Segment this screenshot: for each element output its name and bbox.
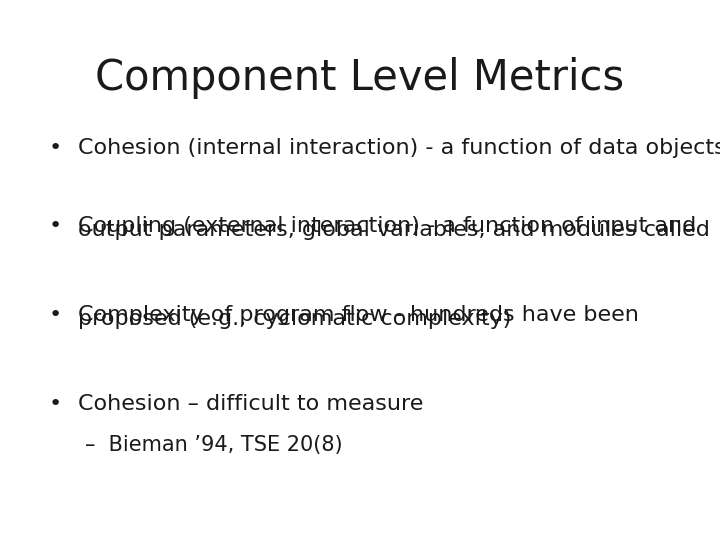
Text: •: • xyxy=(49,216,62,236)
Text: Cohesion (internal interaction) - a function of data objects: Cohesion (internal interaction) - a func… xyxy=(78,138,720,158)
Text: –  Bieman ’94, TSE 20(8): – Bieman ’94, TSE 20(8) xyxy=(85,435,343,455)
Text: •: • xyxy=(49,138,62,158)
Text: Coupling (external interaction) - a function of input and: Coupling (external interaction) - a func… xyxy=(78,216,696,236)
Text: •: • xyxy=(49,305,62,325)
Text: output parameters, global variables, and modules called: output parameters, global variables, and… xyxy=(78,220,710,240)
Text: proposed (e.g., cyclomatic complexity): proposed (e.g., cyclomatic complexity) xyxy=(78,309,511,329)
Text: Cohesion – difficult to measure: Cohesion – difficult to measure xyxy=(78,394,423,414)
Text: Component Level Metrics: Component Level Metrics xyxy=(96,57,624,99)
Text: •: • xyxy=(49,394,62,414)
Text: Complexity of program flow - hundreds have been: Complexity of program flow - hundreds ha… xyxy=(78,305,639,325)
